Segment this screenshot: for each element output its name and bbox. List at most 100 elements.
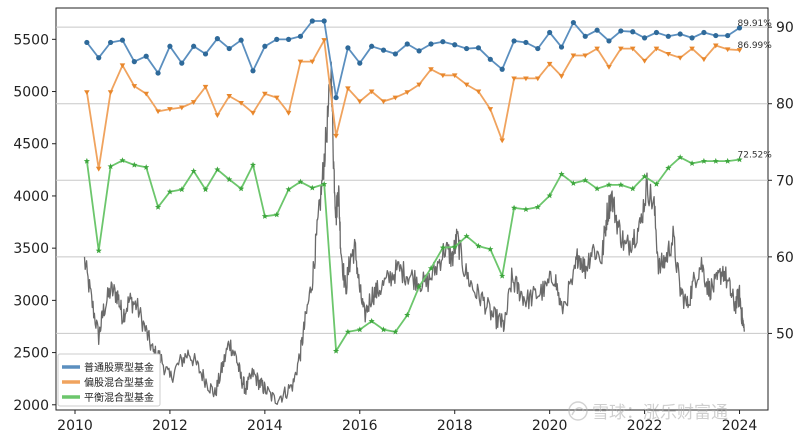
data-point [392,95,399,101]
data-point [487,56,493,62]
data-point [535,45,541,52]
data-point [522,206,529,212]
data-point [356,326,363,333]
data-point [345,45,351,51]
data-point [321,38,327,43]
right-tick-label: 90 [776,20,794,36]
x-tick-label: 2012 [152,418,188,434]
series-line [86,156,740,352]
data-point [677,55,683,61]
data-point [404,41,410,47]
data-point [83,157,90,164]
data-point [617,181,624,188]
series-line [86,39,740,170]
right-tick-label: 80 [776,97,794,113]
data-point [155,70,161,76]
data-point [333,94,339,101]
data-point [511,76,517,82]
watermark-text: 雪球：涨乐财富通 [592,403,728,423]
data-point [84,90,90,96]
data-point [238,37,244,43]
data-point [273,211,280,218]
data-point [712,157,719,164]
data-point [274,36,280,42]
data-point [451,243,458,250]
data-point [689,160,696,166]
data-point [380,47,387,53]
data-point [463,82,470,88]
data-point [131,59,137,65]
data-point [499,66,505,72]
left-y-axis: 2000 2500 3000 3500 4000 4500 5000 5500 [13,32,56,414]
right-tick-label: 50 [776,326,794,342]
data-point [261,213,268,219]
data-point [724,47,731,53]
data-point [333,133,339,139]
data-point [309,184,316,191]
data-point [606,64,612,70]
data-point [250,68,256,74]
data-point [594,27,600,33]
data-point [463,233,470,239]
data-point [605,181,612,188]
data-point [700,157,707,164]
data-point [155,109,161,115]
right-tick-label: 60 [776,250,794,266]
end-label: 89.91% [738,19,773,29]
data-point [84,39,90,46]
data-point [452,42,458,48]
data-point [618,46,624,52]
left-tick-label: 5500 [13,32,49,48]
data-point [582,177,589,183]
data-point [309,59,316,65]
data-point [534,203,541,210]
data-point [511,38,517,44]
snowball-logo-icon [568,401,588,421]
data-point [534,76,541,82]
data-point [546,192,553,199]
data-point [119,63,126,69]
left-tick-label: 3500 [13,241,49,257]
data-point [226,94,233,99]
data-point [582,53,589,59]
left-tick-label: 5000 [13,85,49,101]
data-point [665,33,671,39]
data-point [427,265,434,271]
data-point [238,185,245,192]
data-point [677,154,684,160]
data-point [416,48,422,54]
data-point [725,32,731,39]
data-point [630,29,636,35]
data-point [96,55,102,61]
data-point [155,203,162,210]
index-series [83,61,745,405]
data-point [190,167,197,174]
data-point [179,60,185,66]
data-point [689,35,695,41]
x-tick-label: 2020 [532,418,568,434]
data-point [321,18,327,24]
data-point [558,171,565,177]
data-point [665,164,672,171]
x-tick-label: 2022 [627,418,663,434]
data-point [380,326,387,333]
data-point [570,53,577,59]
legend-box [57,353,161,407]
data-point [166,188,173,195]
data-point [475,242,482,249]
data-point [357,60,363,66]
data-point [546,61,553,67]
data-point [178,186,185,193]
data-point [440,73,446,79]
data-point [226,45,232,52]
data-point [297,178,304,185]
data-point [475,89,482,95]
data-point [107,39,114,46]
data-point [629,46,636,52]
series-1 [84,18,743,101]
data-point [428,67,434,73]
data-point [143,53,149,59]
data-point [677,31,683,37]
